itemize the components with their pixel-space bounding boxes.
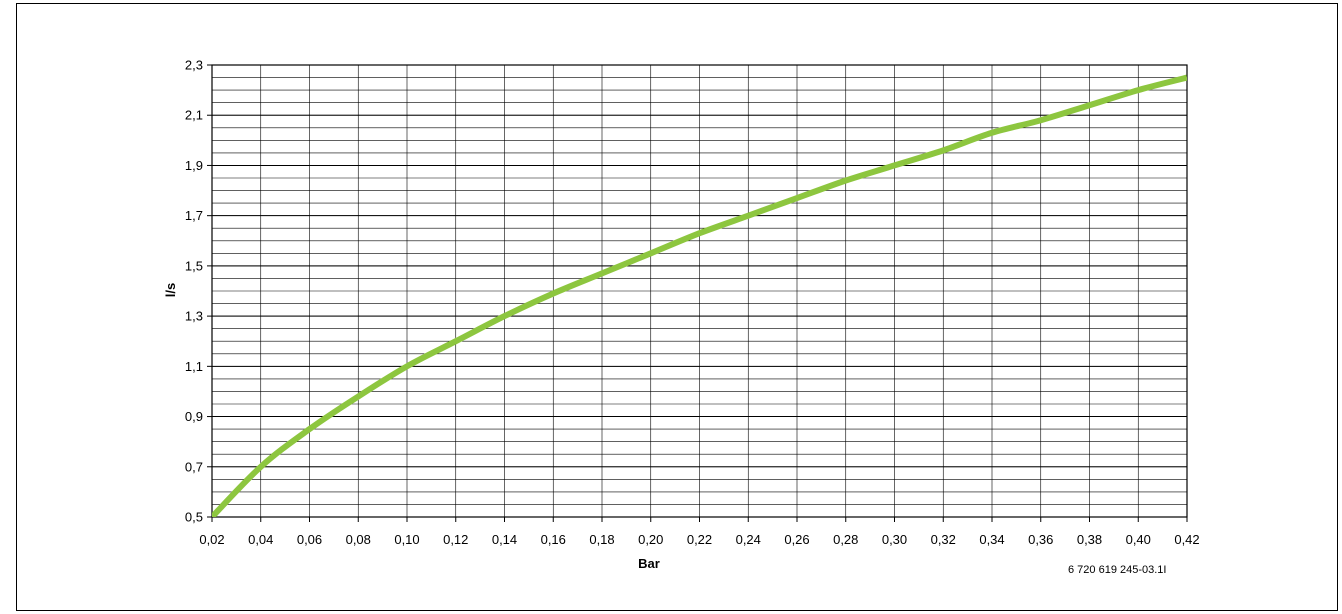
- y-tick-label: 1,1: [185, 359, 203, 374]
- x-tick-label: 0,24: [736, 532, 761, 547]
- y-axis-ticks: 0,5 0,7 0,9 1,1 1,3 1,5 1,7 1,9 2,1 2,3: [185, 58, 212, 525]
- x-tick-label: 0,34: [979, 532, 1004, 547]
- x-tick-label: 0,06: [297, 532, 322, 547]
- x-tick-label: 0,32: [931, 532, 956, 547]
- x-tick-label: 0,10: [394, 532, 419, 547]
- series-line: [212, 74, 1187, 517]
- x-tick-label: 0,16: [541, 532, 566, 547]
- y-tick-label: 1,7: [185, 208, 203, 223]
- x-tick-label: 0,18: [589, 532, 614, 547]
- y-axis-label: l/s: [163, 283, 178, 297]
- y-tick-label: 0,9: [185, 409, 203, 424]
- y-tick-label: 2,1: [185, 108, 203, 123]
- y-tick-label: 1,5: [185, 258, 203, 273]
- y-tick-label: 0,5: [185, 510, 203, 525]
- x-tick-label: 0,42: [1174, 532, 1199, 547]
- x-tick-label: 0,12: [443, 532, 468, 547]
- x-tick-label: 0,26: [784, 532, 809, 547]
- figure-frame: [16, 3, 1338, 611]
- x-axis-ticks: 0,02 0,04 0,06 0,08 0,10 0,12 0,14 0,16 0,18 0,20…: [199, 517, 1200, 547]
- x-tick-label: 0,08: [346, 532, 371, 547]
- x-tick-label: 0,28: [833, 532, 858, 547]
- figure-code: 6 720 619 245-03.1I: [1068, 564, 1166, 576]
- x-tick-label: 0,36: [1028, 532, 1053, 547]
- y-tick-label: 0,7: [185, 459, 203, 474]
- x-tick-label: 0,02: [199, 532, 224, 547]
- x-tick-label: 0,04: [248, 532, 273, 547]
- x-tick-label: 0,38: [1077, 532, 1102, 547]
- y-tick-label: 1,3: [185, 309, 203, 324]
- series-layer: [212, 74, 1187, 517]
- y-tick-label: 1,9: [185, 158, 203, 173]
- x-tick-label: 0,30: [882, 532, 907, 547]
- y-tick-label: 2,3: [185, 58, 203, 73]
- x-tick-label: 0,22: [687, 532, 712, 547]
- major-gridlines: [211, 64, 1188, 518]
- x-tick-label: 0,20: [638, 532, 663, 547]
- x-tick-label: 0,40: [1126, 532, 1151, 547]
- x-axis-label: Bar: [638, 556, 660, 571]
- x-tick-label: 0,14: [492, 532, 517, 547]
